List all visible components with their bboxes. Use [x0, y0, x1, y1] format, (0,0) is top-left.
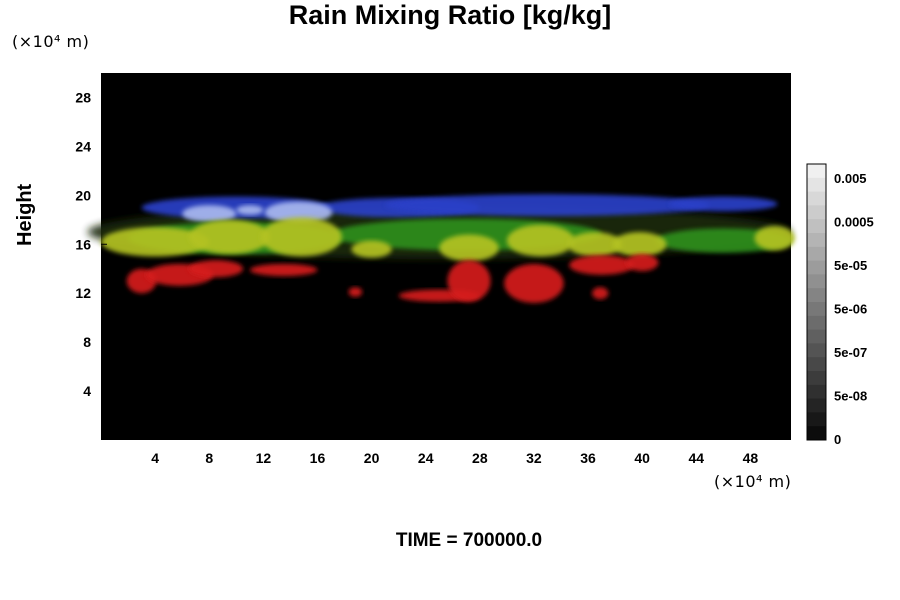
colorbar-label: 0.0005: [834, 215, 874, 230]
field-blob: [385, 194, 710, 217]
x-axis-unit: (×10⁴ m): [714, 472, 792, 491]
colorbar: 0.005 0.0005 5e-05 5e-06 5e-07 5e-08 0: [806, 163, 874, 447]
field-blob: [188, 219, 271, 255]
colorbar-label: 5e-07: [834, 345, 867, 360]
x-tick-label: 4: [151, 450, 159, 466]
x-tick-label: 24: [418, 450, 434, 466]
x-tick-label: 36: [580, 450, 596, 466]
colorbar-level: [807, 384, 826, 400]
colorbar-level: [807, 315, 826, 331]
field-blob: [264, 201, 333, 224]
x-tick-label: 32: [526, 450, 542, 466]
colorbar-level: [807, 246, 826, 262]
x-tick-label: 16: [310, 450, 326, 466]
field-blob: [182, 205, 237, 223]
colorbar-label: 5e-08: [834, 389, 867, 404]
field-blob: [669, 196, 778, 212]
field-blob: [439, 234, 499, 262]
x-tick-label: 8: [205, 450, 213, 466]
colorbar-level: [807, 205, 826, 220]
field-blob: [260, 217, 342, 257]
colorbar-level: [807, 233, 826, 248]
y-tick-label: 8: [83, 334, 91, 350]
y-tick-label: 24: [75, 138, 91, 154]
colorbar-level: [807, 398, 826, 413]
colorbar-level: [807, 164, 826, 179]
x-tick-label: 48: [743, 450, 759, 466]
colorbar-label: 5e-05: [834, 258, 867, 273]
colorbar-level: [807, 177, 826, 193]
colorbar-level: [807, 371, 826, 386]
x-tick-label: 20: [364, 450, 380, 466]
field-blob: [625, 254, 659, 272]
colorbar-label: 0: [834, 432, 841, 447]
colorbar-level: [807, 274, 826, 289]
rain-field: [87, 194, 796, 303]
time-label: TIME = 700000.0: [395, 530, 543, 551]
colorbar-level: [807, 412, 826, 427]
colorbar-level: [807, 219, 826, 234]
y-tick-label: 4: [83, 383, 91, 399]
colorbar-label: 0.005: [834, 171, 867, 186]
y-tick-label: 28: [75, 89, 91, 105]
colorbar-level: [807, 191, 826, 206]
y-tick-label: 16: [75, 236, 91, 252]
x-tick-label: 44: [689, 450, 705, 466]
colorbar-level: [807, 426, 826, 441]
colorbar-level: [807, 357, 826, 372]
field-blob: [569, 255, 635, 275]
field-blob: [101, 227, 210, 257]
colorbar-level: [807, 260, 826, 275]
colorbar-level: [807, 329, 826, 344]
field-blob: [447, 260, 491, 302]
field-blob: [567, 232, 622, 257]
colorbar-level: [807, 343, 826, 358]
y-axis: 4 8 12 16 20 24 28: [75, 89, 107, 399]
x-tick-label: 12: [256, 450, 272, 466]
chart-title: Rain Mixing Ratio [kg/kg]: [288, 0, 612, 30]
field-blob: [506, 224, 575, 257]
colorbar-border: [806, 163, 827, 441]
field-blob: [504, 263, 564, 303]
field-blob: [249, 263, 318, 277]
y-axis-unit: (×10⁴ m): [12, 32, 90, 51]
field-blob: [188, 260, 244, 278]
field-blob: [236, 205, 264, 215]
field-blob: [754, 225, 796, 251]
colorbar-level: [807, 302, 826, 317]
field-blob: [612, 232, 667, 257]
y-tick-label: 20: [75, 187, 91, 203]
field-blob: [348, 287, 363, 297]
colorbar-label: 5e-06: [834, 302, 867, 317]
x-tick-label: 28: [472, 450, 488, 466]
x-axis: 4 8 12 16 20 24 28 32 36 40 44 48: [151, 434, 758, 466]
y-tick-label: 12: [75, 285, 91, 301]
field-blob: [351, 240, 392, 258]
x-tick-label: 40: [634, 450, 650, 466]
field-blob: [592, 287, 609, 300]
colorbar-level: [807, 288, 826, 303]
